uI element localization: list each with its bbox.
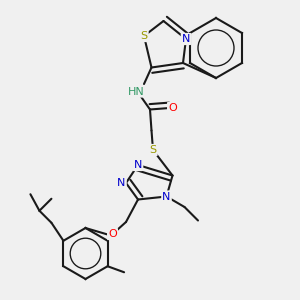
Text: S: S: [140, 31, 148, 41]
Text: S: S: [149, 145, 157, 155]
Text: N: N: [182, 34, 190, 44]
Text: O: O: [108, 229, 117, 239]
Text: HN: HN: [128, 86, 145, 97]
Text: N: N: [134, 160, 142, 170]
Text: N: N: [117, 178, 126, 188]
Text: N: N: [162, 191, 171, 202]
Text: O: O: [168, 103, 177, 113]
